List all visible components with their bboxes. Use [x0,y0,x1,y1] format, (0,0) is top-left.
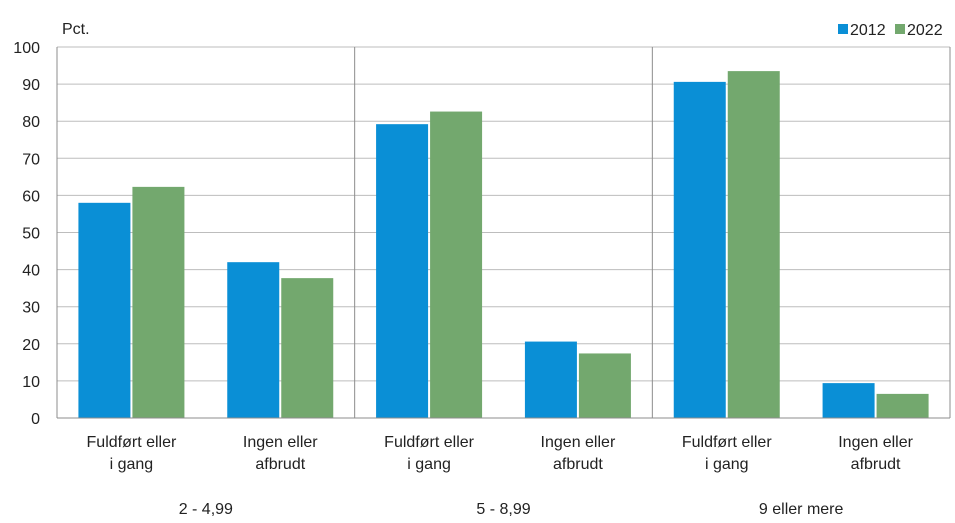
y-tick-label: 40 [22,263,40,280]
y-tick-label: 0 [31,411,40,428]
group-label: 5 - 8,99 [476,501,530,518]
bar-2012 [227,262,280,418]
category-label: Fuldført eller [682,434,772,451]
legend-label: 2022 [907,22,943,39]
y-tick-label: 70 [22,151,40,168]
bars [78,71,929,419]
category-label: Fuldført eller [87,434,177,451]
gridlines [57,46,950,382]
category-label: Fuldført eller [384,434,474,451]
y-tick-label: 80 [22,114,40,131]
legend: 2012 2022 [838,22,943,39]
category-label: Ingen eller [838,434,913,451]
y-tick-label: 10 [22,374,40,391]
y-tick-label: 90 [22,77,40,94]
category-label: Ingen eller [243,434,318,451]
bar-2012 [78,202,131,418]
bar-2012 [673,81,726,419]
bar-2022 [430,111,483,418]
y-tick-label: 100 [13,40,40,57]
group-labels: 2 - 4,99 5 - 8,99 9 eller mere [179,501,844,518]
category-label: i gang [110,456,154,473]
group-label: 2 - 4,99 [179,501,233,518]
category-labels: Fuldført eller i gang Ingen eller afbrudt Fu… [87,434,914,473]
category-label: afbrudt [255,456,305,473]
group-label: 9 eller mere [759,501,844,518]
bar-2022 [281,278,334,418]
bar-2022 [578,353,631,418]
bar-2012 [524,341,577,418]
group-separators [56,47,951,418]
category-label: Ingen eller [541,434,616,451]
y-tick-label: 60 [22,188,40,205]
category-label: i gang [407,456,451,473]
category-label: i gang [705,456,749,473]
legend-label: 2012 [850,22,886,39]
bar-2022 [876,393,929,418]
category-label: afbrudt [851,456,901,473]
bar-2012 [376,124,429,418]
y-tick-label: 50 [22,226,40,243]
y-tick-label: 30 [22,300,40,317]
legend-swatch [838,24,848,34]
bar-2022 [132,186,185,418]
bar-2012 [822,383,875,418]
y-axis-ticks: 0 10 20 30 40 50 60 70 80 90 100 [13,40,40,428]
category-label: afbrudt [553,456,603,473]
legend-swatch [895,24,905,34]
y-axis-label: Pct. [62,21,90,38]
bar-2022 [727,71,780,419]
y-tick-label: 20 [22,337,40,354]
